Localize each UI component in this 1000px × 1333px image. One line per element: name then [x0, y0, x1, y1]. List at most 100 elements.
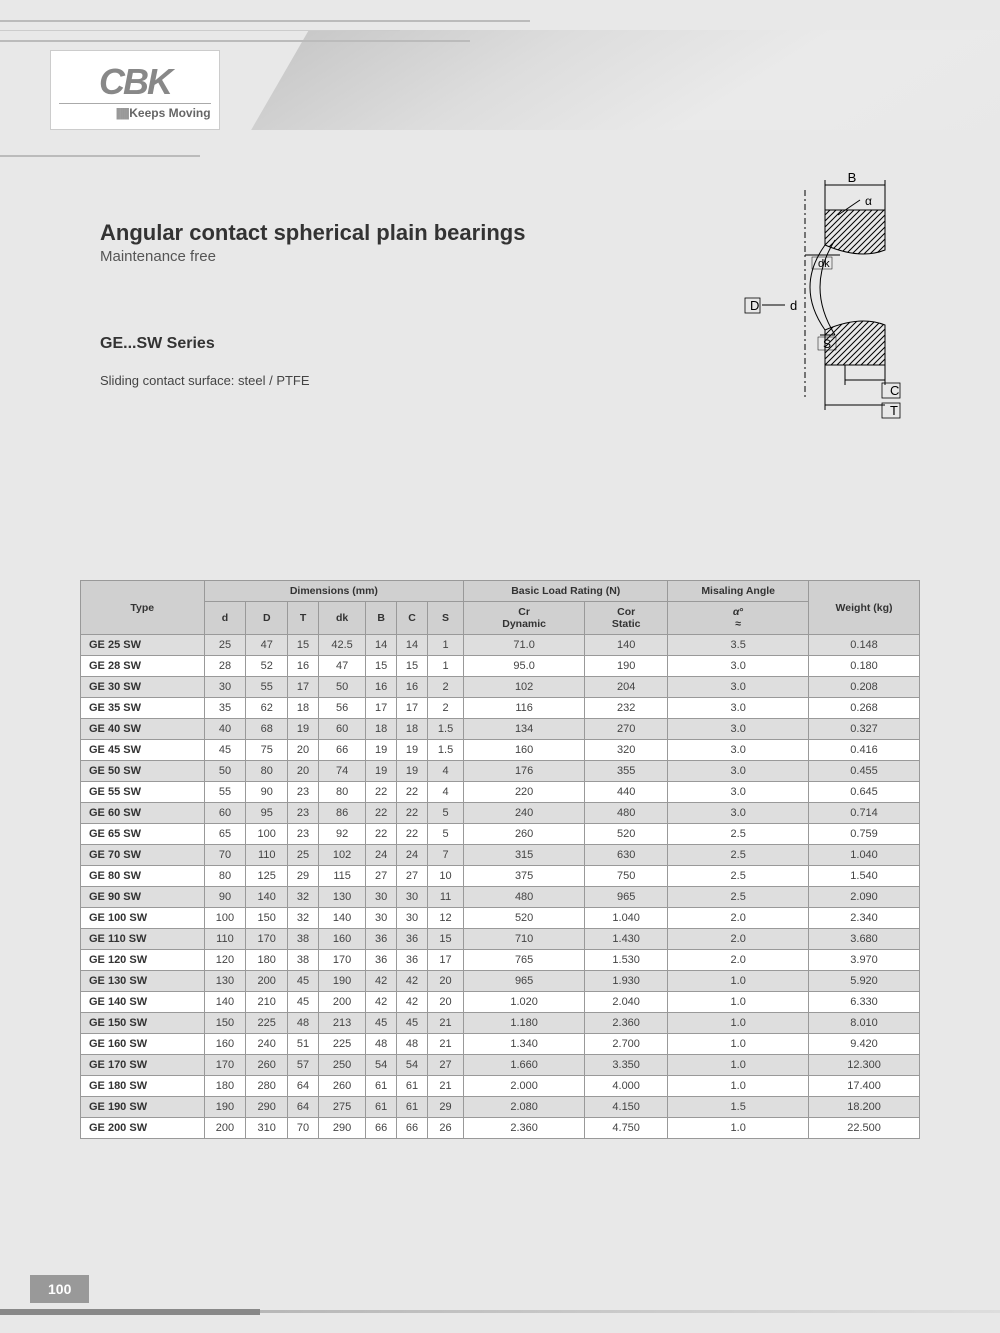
th-sub: dk: [318, 602, 365, 635]
table-row: GE 170 SW170260572505454271.6603.3501.01…: [81, 1055, 920, 1076]
table-row: GE 45 SW4575206619191.51603203.00.416: [81, 740, 920, 761]
table-row: GE 25 SW25471542.51414171.01403.50.148: [81, 635, 920, 656]
label-alpha: α: [865, 194, 872, 208]
cell-value: 51: [288, 1034, 319, 1055]
cell-value: 15: [366, 656, 397, 677]
table-row: GE 150 SW150225482134545211.1802.3601.08…: [81, 1013, 920, 1034]
cell-value: 102: [464, 677, 585, 698]
cell-value: 27: [366, 866, 397, 887]
cell-value: 30: [204, 677, 246, 698]
table-row: GE 28 SW285216471515195.01903.00.180: [81, 656, 920, 677]
cell-value: 42: [366, 992, 397, 1013]
cell-value: 61: [397, 1097, 428, 1118]
cell-value: 16: [397, 677, 428, 698]
label-S: S: [823, 337, 831, 351]
page-number: 100: [30, 1275, 89, 1303]
cell-value: 61: [366, 1097, 397, 1118]
cell-value: 64: [288, 1076, 319, 1097]
cell-value: 3.970: [809, 950, 920, 971]
cell-value: 176: [464, 761, 585, 782]
cell-value: 290: [246, 1097, 288, 1118]
cell-type: GE 130 SW: [81, 971, 205, 992]
cell-value: 240: [246, 1034, 288, 1055]
cell-value: 48: [397, 1034, 428, 1055]
cell-value: 36: [397, 950, 428, 971]
brand-logo: CBK Keeps Moving: [50, 50, 220, 130]
cell-value: 8.010: [809, 1013, 920, 1034]
cell-value: 4: [427, 782, 463, 803]
cell-value: 134: [464, 719, 585, 740]
cell-value: 140: [585, 635, 668, 656]
table-row: GE 70 SW7011025102242473156302.51.040: [81, 845, 920, 866]
cell-value: 45: [288, 992, 319, 1013]
cell-value: 480: [585, 803, 668, 824]
cell-value: 22: [397, 803, 428, 824]
cell-value: 1.540: [809, 866, 920, 887]
cell-value: 19: [288, 719, 319, 740]
cell-type: GE 35 SW: [81, 698, 205, 719]
cell-type: GE 190 SW: [81, 1097, 205, 1118]
cell-value: 47: [246, 635, 288, 656]
cell-value: 190: [585, 656, 668, 677]
cell-value: 36: [397, 929, 428, 950]
bearing-diagram: B α dk D d S C T: [690, 170, 920, 440]
cell-value: 102: [318, 845, 365, 866]
table-row: GE 60 SW60952386222252404803.00.714: [81, 803, 920, 824]
cell-value: 1.5: [427, 740, 463, 761]
cell-value: 60: [204, 803, 246, 824]
cell-type: GE 45 SW: [81, 740, 205, 761]
cell-value: 30: [397, 887, 428, 908]
cell-value: 140: [318, 908, 365, 929]
th-load: Basic Load Rating (N): [464, 581, 668, 602]
cell-value: 3.350: [585, 1055, 668, 1076]
cell-value: 1.0: [668, 1076, 809, 1097]
cell-value: 55: [246, 677, 288, 698]
cell-value: 45: [204, 740, 246, 761]
label-B: B: [848, 170, 857, 185]
cell-value: 200: [318, 992, 365, 1013]
cell-value: 190: [318, 971, 365, 992]
cell-value: 21: [427, 1013, 463, 1034]
cell-value: 2.0: [668, 908, 809, 929]
cell-value: 4.000: [585, 1076, 668, 1097]
cell-type: GE 160 SW: [81, 1034, 205, 1055]
cell-value: 5: [427, 803, 463, 824]
cell-value: 130: [204, 971, 246, 992]
table-row: GE 160 SW160240512254848211.3402.7001.09…: [81, 1034, 920, 1055]
table-row: GE 40 SW4068196018181.51342703.00.327: [81, 719, 920, 740]
cell-type: GE 30 SW: [81, 677, 205, 698]
logo-tagline: Keeps Moving: [59, 103, 210, 120]
cell-value: 80: [318, 782, 365, 803]
cell-value: 200: [246, 971, 288, 992]
cell-value: 95.0: [464, 656, 585, 677]
table-row: GE 90 SW90140321303030114809652.52.090: [81, 887, 920, 908]
th-sub: C: [397, 602, 428, 635]
cell-value: 1.530: [585, 950, 668, 971]
cell-type: GE 80 SW: [81, 866, 205, 887]
cell-value: 375: [464, 866, 585, 887]
cell-value: 200: [204, 1118, 246, 1139]
cell-value: 1.660: [464, 1055, 585, 1076]
cell-type: GE 25 SW: [81, 635, 205, 656]
cell-type: GE 40 SW: [81, 719, 205, 740]
cell-value: 3.680: [809, 929, 920, 950]
cell-value: 520: [585, 824, 668, 845]
label-C: C: [890, 383, 899, 398]
cell-value: 40: [204, 719, 246, 740]
cell-value: 2.000: [464, 1076, 585, 1097]
cell-value: 160: [318, 929, 365, 950]
cell-value: 45: [366, 1013, 397, 1034]
cell-value: 28: [204, 656, 246, 677]
cell-value: 1.0: [668, 1034, 809, 1055]
cell-value: 100: [204, 908, 246, 929]
cell-value: 170: [318, 950, 365, 971]
cell-value: 60: [318, 719, 365, 740]
cell-value: 1.5: [427, 719, 463, 740]
cell-value: 315: [464, 845, 585, 866]
cell-value: 2: [427, 677, 463, 698]
cell-value: 36: [366, 929, 397, 950]
cell-value: 14: [397, 635, 428, 656]
th-misaling: Misaling Angle: [668, 581, 809, 602]
cell-value: 5.920: [809, 971, 920, 992]
cell-type: GE 65 SW: [81, 824, 205, 845]
